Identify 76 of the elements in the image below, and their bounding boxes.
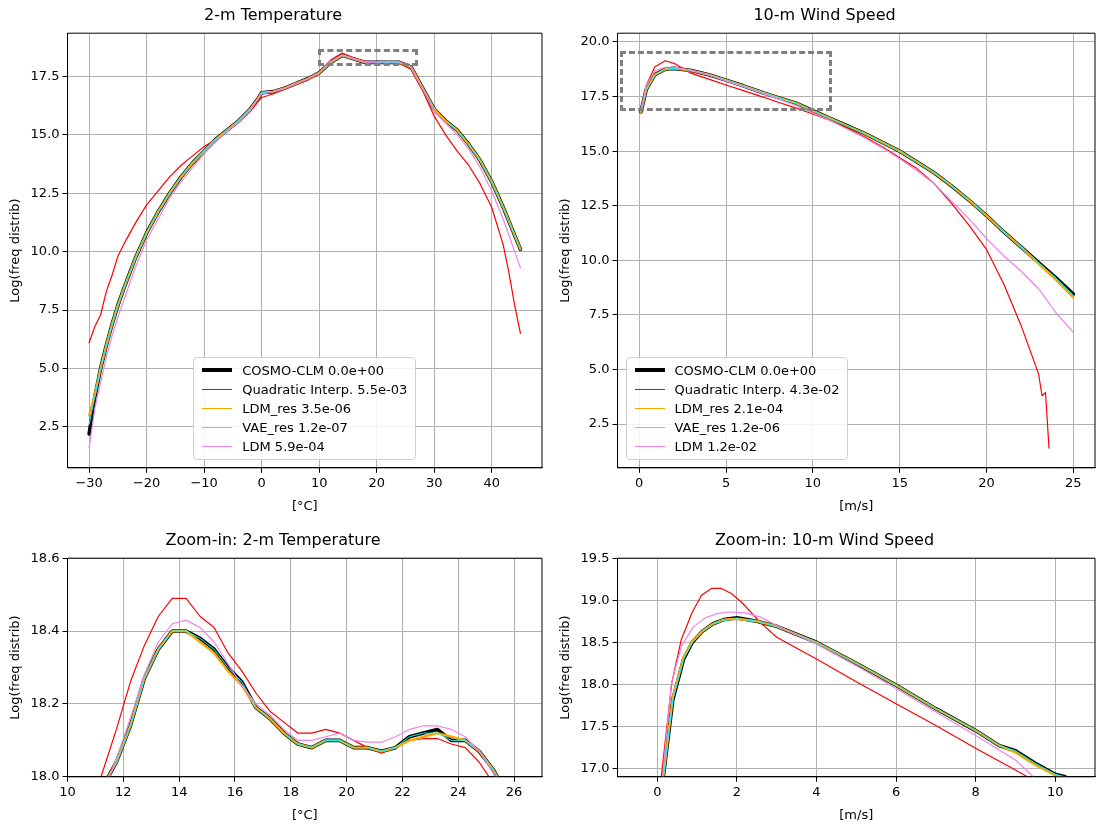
legend-label: VAE_res 1.2e-06 <box>674 419 781 435</box>
x-tick-label: 10 <box>804 474 822 490</box>
y-tick-label: 17.5 <box>30 67 60 83</box>
y-tick-label: 10.0 <box>580 251 610 267</box>
x-axis-title: [°C] <box>291 497 318 513</box>
chart-title: Zoom-in: 10-m Wind Speed <box>714 529 935 549</box>
x-tick-label: 10 <box>310 474 328 490</box>
x-tick-label: 30 <box>425 474 443 490</box>
y-axis-title: Log(freq distrib) <box>7 198 23 303</box>
x-axis-title: [°C] <box>291 806 318 822</box>
x-tick-label: 0 <box>635 474 644 490</box>
x-tick-label: 4 <box>812 783 821 799</box>
x-tick-label: 8 <box>971 783 980 799</box>
x-axis-title: [m/s] <box>839 806 874 822</box>
x-tick-label: 14 <box>170 783 188 799</box>
x-tick-label: 15 <box>891 474 908 490</box>
legend-label: LDM_res 3.5e-06 <box>242 400 352 416</box>
y-tick-label: 5.0 <box>588 360 610 376</box>
x-tick-label: 10 <box>59 783 76 799</box>
x-tick-label: 0 <box>257 474 266 490</box>
legend-label: LDM_res 2.1e-04 <box>674 400 784 416</box>
y-tick-label: 10.0 <box>30 243 60 259</box>
x-tick-label: 24 <box>450 783 467 799</box>
chart-title: 2-m Temperature <box>204 4 342 24</box>
y-tick-label: 18.5 <box>580 633 610 649</box>
legend-label: LDM 5.9e-04 <box>242 438 325 454</box>
y-tick-label: 7.5 <box>588 306 610 322</box>
x-tick-label: −30 <box>75 474 103 490</box>
x-tick-label: 2 <box>732 783 742 799</box>
x-tick-label: 12 <box>115 783 132 799</box>
x-tick-label: 6 <box>891 783 901 799</box>
x-tick-label: 20 <box>338 783 355 799</box>
legend-label: LDM 1.2e-02 <box>674 438 758 454</box>
y-tick-label: 20.0 <box>580 33 610 49</box>
x-tick-label: 16 <box>226 783 244 799</box>
x-tick-label: 10 <box>1046 783 1064 799</box>
x-tick-label: 22 <box>394 783 411 799</box>
chart-title: Zoom-in: 2-m Temperature <box>165 529 381 549</box>
y-tick-label: 2.5 <box>588 415 610 431</box>
y-tick-label: 17.0 <box>580 759 610 775</box>
y-tick-label: 15.0 <box>30 126 60 142</box>
y-tick-label: 18.0 <box>580 675 610 691</box>
x-tick-label: 5 <box>721 474 731 490</box>
x-tick-label: 26 <box>505 783 523 799</box>
x-tick-label: 40 <box>483 474 500 490</box>
legend-label: COSMO-CLM 0.0e+00 <box>674 362 817 378</box>
legend-label: Quadratic Interp. 4.3e-02 <box>674 381 840 397</box>
x-tick-label: 25 <box>1065 474 1082 490</box>
x-tick-label: −20 <box>132 474 161 490</box>
y-tick-label: 17.5 <box>580 87 610 103</box>
y-axis-title: Log(freq distrib) <box>557 198 573 303</box>
x-tick-label: −10 <box>190 474 218 490</box>
y-tick-label: 19.5 <box>580 549 610 565</box>
chart-title: 10-m Wind Speed <box>753 4 896 24</box>
legend-label: COSMO-CLM 0.0e+00 <box>242 362 385 378</box>
x-tick-label: 18 <box>282 783 300 799</box>
y-tick-label: 18.0 <box>30 768 60 784</box>
x-tick-label: 20 <box>978 474 995 490</box>
y-tick-label: 2.5 <box>38 418 60 434</box>
legend-label: Quadratic Interp. 5.5e-03 <box>242 381 408 397</box>
y-tick-label: 19.0 <box>580 591 610 607</box>
y-tick-label: 12.5 <box>580 197 610 213</box>
y-axis-title: Log(freq distrib) <box>7 615 23 720</box>
x-axis-title: [m/s] <box>839 497 874 513</box>
y-tick-label: 18.4 <box>30 622 60 638</box>
y-tick-label: 5.0 <box>38 359 60 375</box>
y-tick-label: 18.6 <box>30 549 60 565</box>
x-tick-label: 20 <box>368 474 385 490</box>
x-tick-label: 0 <box>653 783 662 799</box>
y-axis-title: Log(freq distrib) <box>557 615 573 720</box>
y-tick-label: 12.5 <box>30 184 60 200</box>
y-tick-label: 17.5 <box>580 717 610 733</box>
y-tick-label: 7.5 <box>38 301 60 317</box>
y-tick-label: 15.0 <box>580 142 610 158</box>
y-tick-label: 18.2 <box>30 695 60 711</box>
legend-label: VAE_res 1.2e-07 <box>242 419 348 435</box>
